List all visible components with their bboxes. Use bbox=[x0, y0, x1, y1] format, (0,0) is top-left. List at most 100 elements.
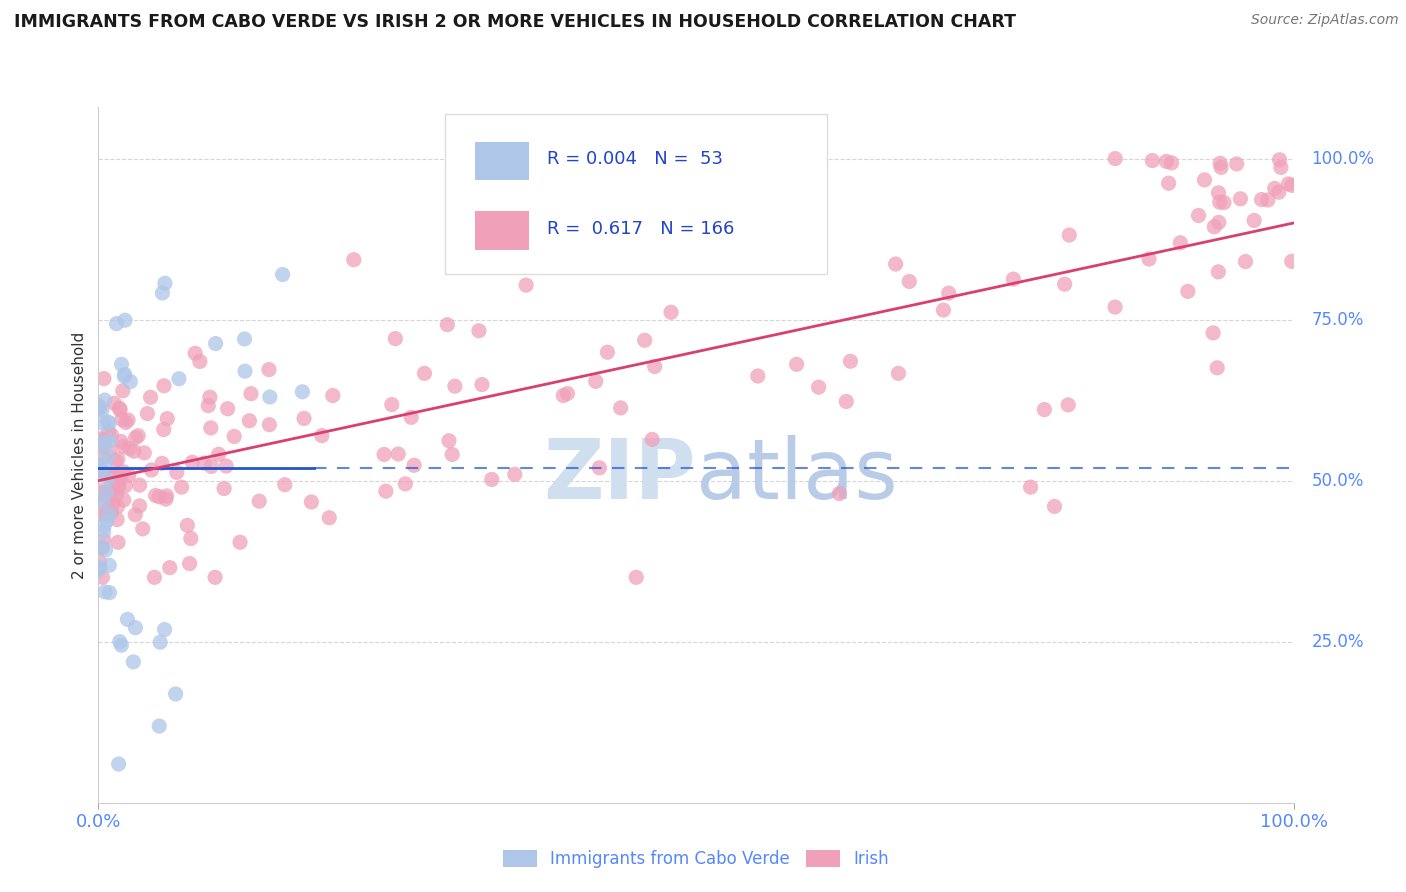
Point bbox=[112, 369, 135, 384]
Text: IMMIGRANTS FROM CABO VERDE VS IRISH 2 OR MORE VEHICLES IN HOUSEHOLD CORRELATION : IMMIGRANTS FROM CABO VERDE VS IRISH 2 OR… bbox=[14, 13, 1017, 31]
Point bbox=[1270, 161, 1292, 175]
Point bbox=[343, 252, 366, 267]
Point bbox=[98, 507, 121, 521]
Point bbox=[166, 466, 188, 480]
Point bbox=[1057, 398, 1080, 412]
Point bbox=[641, 433, 664, 447]
Point bbox=[179, 557, 201, 571]
Point bbox=[94, 585, 117, 599]
Bar bbox=[475, 211, 529, 250]
Point bbox=[204, 570, 226, 584]
Point bbox=[1277, 177, 1299, 191]
Point bbox=[90, 486, 112, 500]
Point bbox=[747, 369, 769, 384]
Point bbox=[107, 475, 129, 490]
Point bbox=[828, 486, 851, 500]
Point bbox=[93, 417, 115, 431]
Point bbox=[609, 401, 631, 415]
Point bbox=[149, 635, 172, 649]
Point bbox=[118, 468, 141, 483]
Point bbox=[107, 452, 129, 467]
Point bbox=[165, 687, 187, 701]
Point bbox=[148, 490, 170, 504]
Point bbox=[96, 415, 118, 429]
Point bbox=[198, 390, 221, 404]
Point bbox=[155, 492, 177, 507]
Point bbox=[188, 354, 211, 368]
Point bbox=[1250, 193, 1272, 207]
Point bbox=[94, 467, 117, 481]
Point bbox=[87, 563, 110, 577]
Point bbox=[98, 416, 121, 430]
Point bbox=[204, 336, 226, 351]
Point bbox=[481, 472, 503, 486]
Point bbox=[212, 482, 235, 496]
Point bbox=[145, 488, 167, 502]
Point bbox=[89, 402, 111, 417]
Point bbox=[208, 447, 231, 461]
Point bbox=[108, 472, 131, 486]
Point bbox=[91, 450, 114, 464]
Point bbox=[1156, 154, 1178, 169]
Point bbox=[93, 371, 115, 385]
Point bbox=[1053, 277, 1076, 292]
Point bbox=[1268, 153, 1291, 167]
Point bbox=[94, 542, 117, 557]
Point bbox=[104, 453, 127, 467]
Point bbox=[108, 402, 131, 417]
Point bbox=[89, 432, 111, 446]
Point bbox=[96, 513, 118, 527]
Point bbox=[104, 480, 127, 494]
Point bbox=[153, 378, 176, 392]
Point bbox=[588, 460, 610, 475]
Point bbox=[1209, 195, 1232, 210]
Point bbox=[100, 428, 122, 442]
Point bbox=[136, 407, 159, 421]
Point bbox=[1268, 185, 1291, 199]
Point bbox=[384, 332, 406, 346]
Point bbox=[108, 634, 131, 648]
Point bbox=[112, 465, 135, 479]
Point bbox=[1208, 215, 1230, 229]
Point bbox=[167, 372, 190, 386]
Point bbox=[318, 510, 340, 524]
Point bbox=[515, 278, 537, 293]
Point bbox=[128, 478, 150, 492]
Point bbox=[105, 488, 128, 502]
Point bbox=[124, 508, 146, 522]
Text: 100.0%: 100.0% bbox=[1312, 150, 1375, 168]
Point bbox=[938, 286, 960, 301]
Point bbox=[128, 499, 150, 513]
Point bbox=[1168, 235, 1191, 250]
Point bbox=[114, 368, 136, 382]
Point bbox=[89, 560, 111, 574]
Point bbox=[89, 399, 111, 413]
Point bbox=[634, 333, 657, 347]
Point bbox=[93, 533, 115, 547]
Point bbox=[112, 492, 135, 507]
Point bbox=[436, 318, 458, 332]
Point bbox=[176, 518, 198, 533]
Y-axis label: 2 or more Vehicles in Household: 2 or more Vehicles in Household bbox=[72, 331, 87, 579]
Point bbox=[441, 448, 464, 462]
Point bbox=[247, 494, 270, 508]
Point bbox=[786, 357, 808, 371]
Legend: Immigrants from Cabo Verde, Irish: Immigrants from Cabo Verde, Irish bbox=[496, 843, 896, 874]
Point bbox=[1281, 254, 1303, 268]
Point bbox=[117, 612, 139, 626]
Point bbox=[110, 357, 132, 371]
Point bbox=[90, 463, 112, 477]
Point bbox=[200, 421, 222, 435]
Point bbox=[229, 535, 252, 549]
Point bbox=[91, 434, 114, 448]
Text: Source: ZipAtlas.com: Source: ZipAtlas.com bbox=[1251, 13, 1399, 28]
Point bbox=[98, 434, 121, 448]
Point bbox=[98, 501, 121, 516]
Point bbox=[1142, 153, 1164, 168]
Point bbox=[1208, 186, 1230, 200]
Point bbox=[259, 417, 281, 432]
Point bbox=[1202, 326, 1225, 340]
Point bbox=[184, 346, 207, 360]
Point bbox=[90, 464, 112, 478]
Point bbox=[107, 500, 129, 514]
